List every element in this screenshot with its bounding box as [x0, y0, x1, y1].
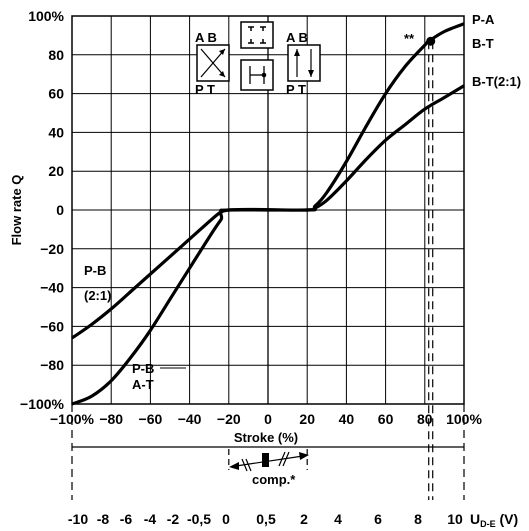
valve-symbol-center-closed: [240, 21, 274, 49]
annotation-b-t: B-T: [472, 36, 494, 51]
valve-symbol-parallel: [287, 44, 321, 82]
valve-symbol-center-connected: [240, 59, 274, 91]
y-tick-label: −40: [40, 280, 64, 296]
x-tick-label: 20: [299, 411, 315, 427]
annotation-stars: **: [404, 31, 415, 46]
annotation-p-b-2-1-line1: P-B: [84, 263, 106, 278]
annotation-p-a: P-A: [472, 12, 495, 27]
annotation-b-t-2-1: B-T(2:1): [472, 74, 521, 89]
voltage-tick-label: -8: [97, 511, 110, 527]
voltage-unit-label: UD-E (V): [470, 511, 518, 529]
voltage-tick-label: 0: [222, 511, 230, 527]
x-tick-label: −40: [178, 411, 202, 427]
valve-symbol-parallel-bottom-label: P T: [286, 82, 306, 97]
voltage-tick-label: 4: [334, 511, 342, 527]
voltage-tick-labels: -10 -8 -6 -4 -2 -0,5 0 0,5 2 4 6 8 10: [68, 511, 463, 527]
y-tick-label: −60: [40, 318, 64, 334]
x-tick-labels: −100% −80 −60 −40 −20 0 20 40 60 80 100%: [50, 411, 482, 427]
voltage-tick-label: 2: [300, 511, 308, 527]
x-tick-label: 40: [339, 411, 355, 427]
voltage-tick-label: -10: [68, 511, 88, 527]
compensation-label: comp.*: [252, 472, 296, 487]
annotation-p-b: P-B: [132, 361, 154, 376]
voltage-tick-label: 0,5: [256, 511, 276, 527]
x-tick-label: 80: [417, 411, 433, 427]
y-tick-label: −80: [40, 357, 64, 373]
valve-symbol-crossed: [196, 44, 230, 82]
plot-frame: [71, 15, 465, 405]
series-line-2: [71, 84, 465, 340]
x-tick-label: 60: [378, 411, 394, 427]
valve-symbol-crossed-bottom-label: P T: [195, 82, 215, 97]
annotation-a-t: A-T: [132, 377, 154, 392]
x-tick-label: −20: [217, 411, 241, 427]
y-tick-label: −100%: [20, 396, 65, 412]
y-tick-label: 0: [56, 202, 64, 218]
x-tick-label: −80: [99, 411, 123, 427]
voltage-tick-label: 6: [374, 511, 382, 527]
valve-symbol-parallel-top-label: A B: [286, 30, 308, 45]
voltage-tick-label: -2: [167, 511, 180, 527]
x-axis-title: Stroke (%): [234, 430, 298, 445]
operating-point-marker: [426, 36, 436, 46]
voltage-tick-label: 8: [414, 511, 422, 527]
x-tick-label: −60: [139, 411, 163, 427]
annotation-p-b-2-1-line2: (2:1): [84, 288, 111, 303]
voltage-tick-label: 10: [447, 511, 463, 527]
y-axis-title: Flow rate Q: [9, 175, 24, 246]
y-tick-label: 80: [48, 47, 64, 63]
voltage-tick-label: -0,5: [187, 511, 211, 527]
y-tick-labels: 100% 80 60 40 20 0 −20 −40 −60 −80 −100%: [20, 8, 65, 412]
y-tick-label: −20: [40, 241, 64, 257]
voltage-tick-label: -6: [120, 511, 133, 527]
compensation-marker: [229, 451, 309, 472]
x-tick-label: −100%: [50, 411, 95, 427]
y-tick-label: 100%: [28, 8, 64, 24]
y-tick-label: 20: [48, 163, 64, 179]
voltage-tick-label: -4: [144, 511, 157, 527]
series-lines: [71, 22, 465, 406]
y-tick-label: 60: [48, 86, 64, 102]
y-tick-label: 40: [48, 124, 64, 140]
x-tick-label: 0: [264, 411, 272, 427]
dashed-lines: [71, 41, 465, 500]
x-tick-label: 100%: [446, 411, 482, 427]
valve-symbol-crossed-top-label: A B: [195, 30, 217, 45]
